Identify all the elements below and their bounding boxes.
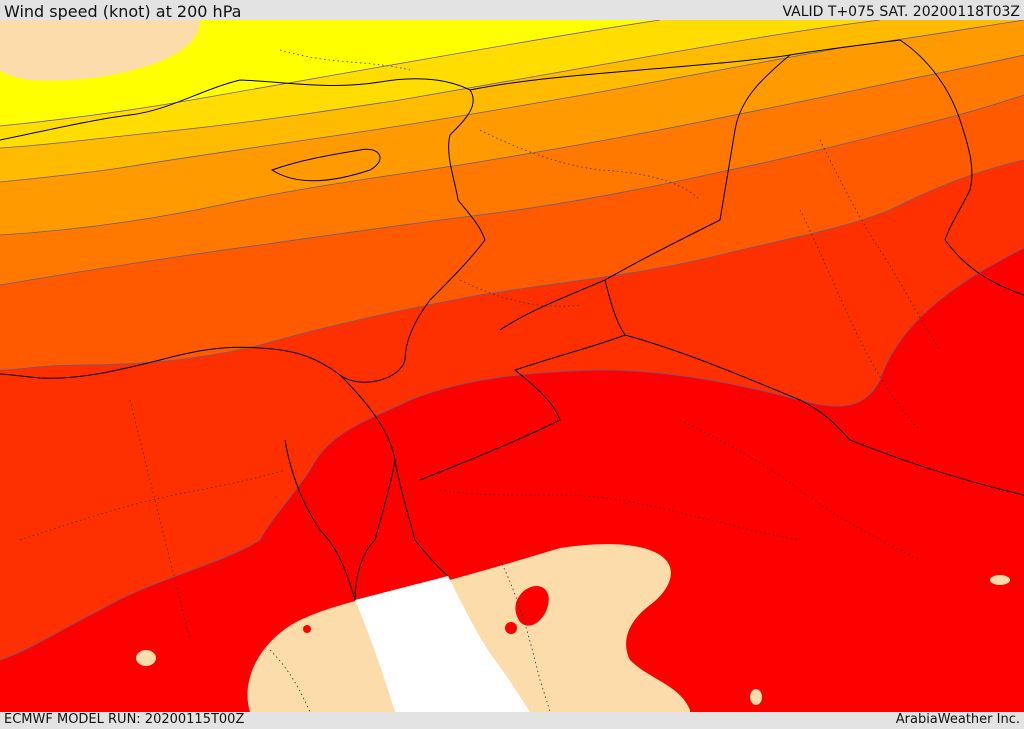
credit-label: ArabiaWeather Inc. <box>895 712 1020 727</box>
low-wind-spot-2 <box>750 689 762 705</box>
red-spot-2 <box>505 622 517 634</box>
low-wind-spot-1 <box>136 650 156 666</box>
map-title: Wind speed (knot) at 200 hPa <box>4 2 242 21</box>
coastlines <box>0 39 1024 601</box>
red-spot-3 <box>303 625 311 633</box>
internal-borders <box>19 49 941 712</box>
sea-area <box>355 576 530 712</box>
low-wind-spot-3 <box>990 575 1010 585</box>
footer-bar: ECMWF MODEL RUN: 20200115T00Z ArabiaWeat… <box>0 712 1024 729</box>
low-wind-area-nw <box>0 20 200 81</box>
model-run-label: ECMWF MODEL RUN: 20200115T00Z <box>4 712 245 727</box>
red-spot-1 <box>515 585 549 626</box>
valid-time: VALID T+075 SAT. 20200118T03Z <box>782 4 1020 20</box>
contour-lines <box>0 20 1024 661</box>
header-bar: Wind speed (knot) at 200 hPa VALID T+075… <box>0 0 1024 21</box>
wind-speed-map <box>0 20 1024 712</box>
